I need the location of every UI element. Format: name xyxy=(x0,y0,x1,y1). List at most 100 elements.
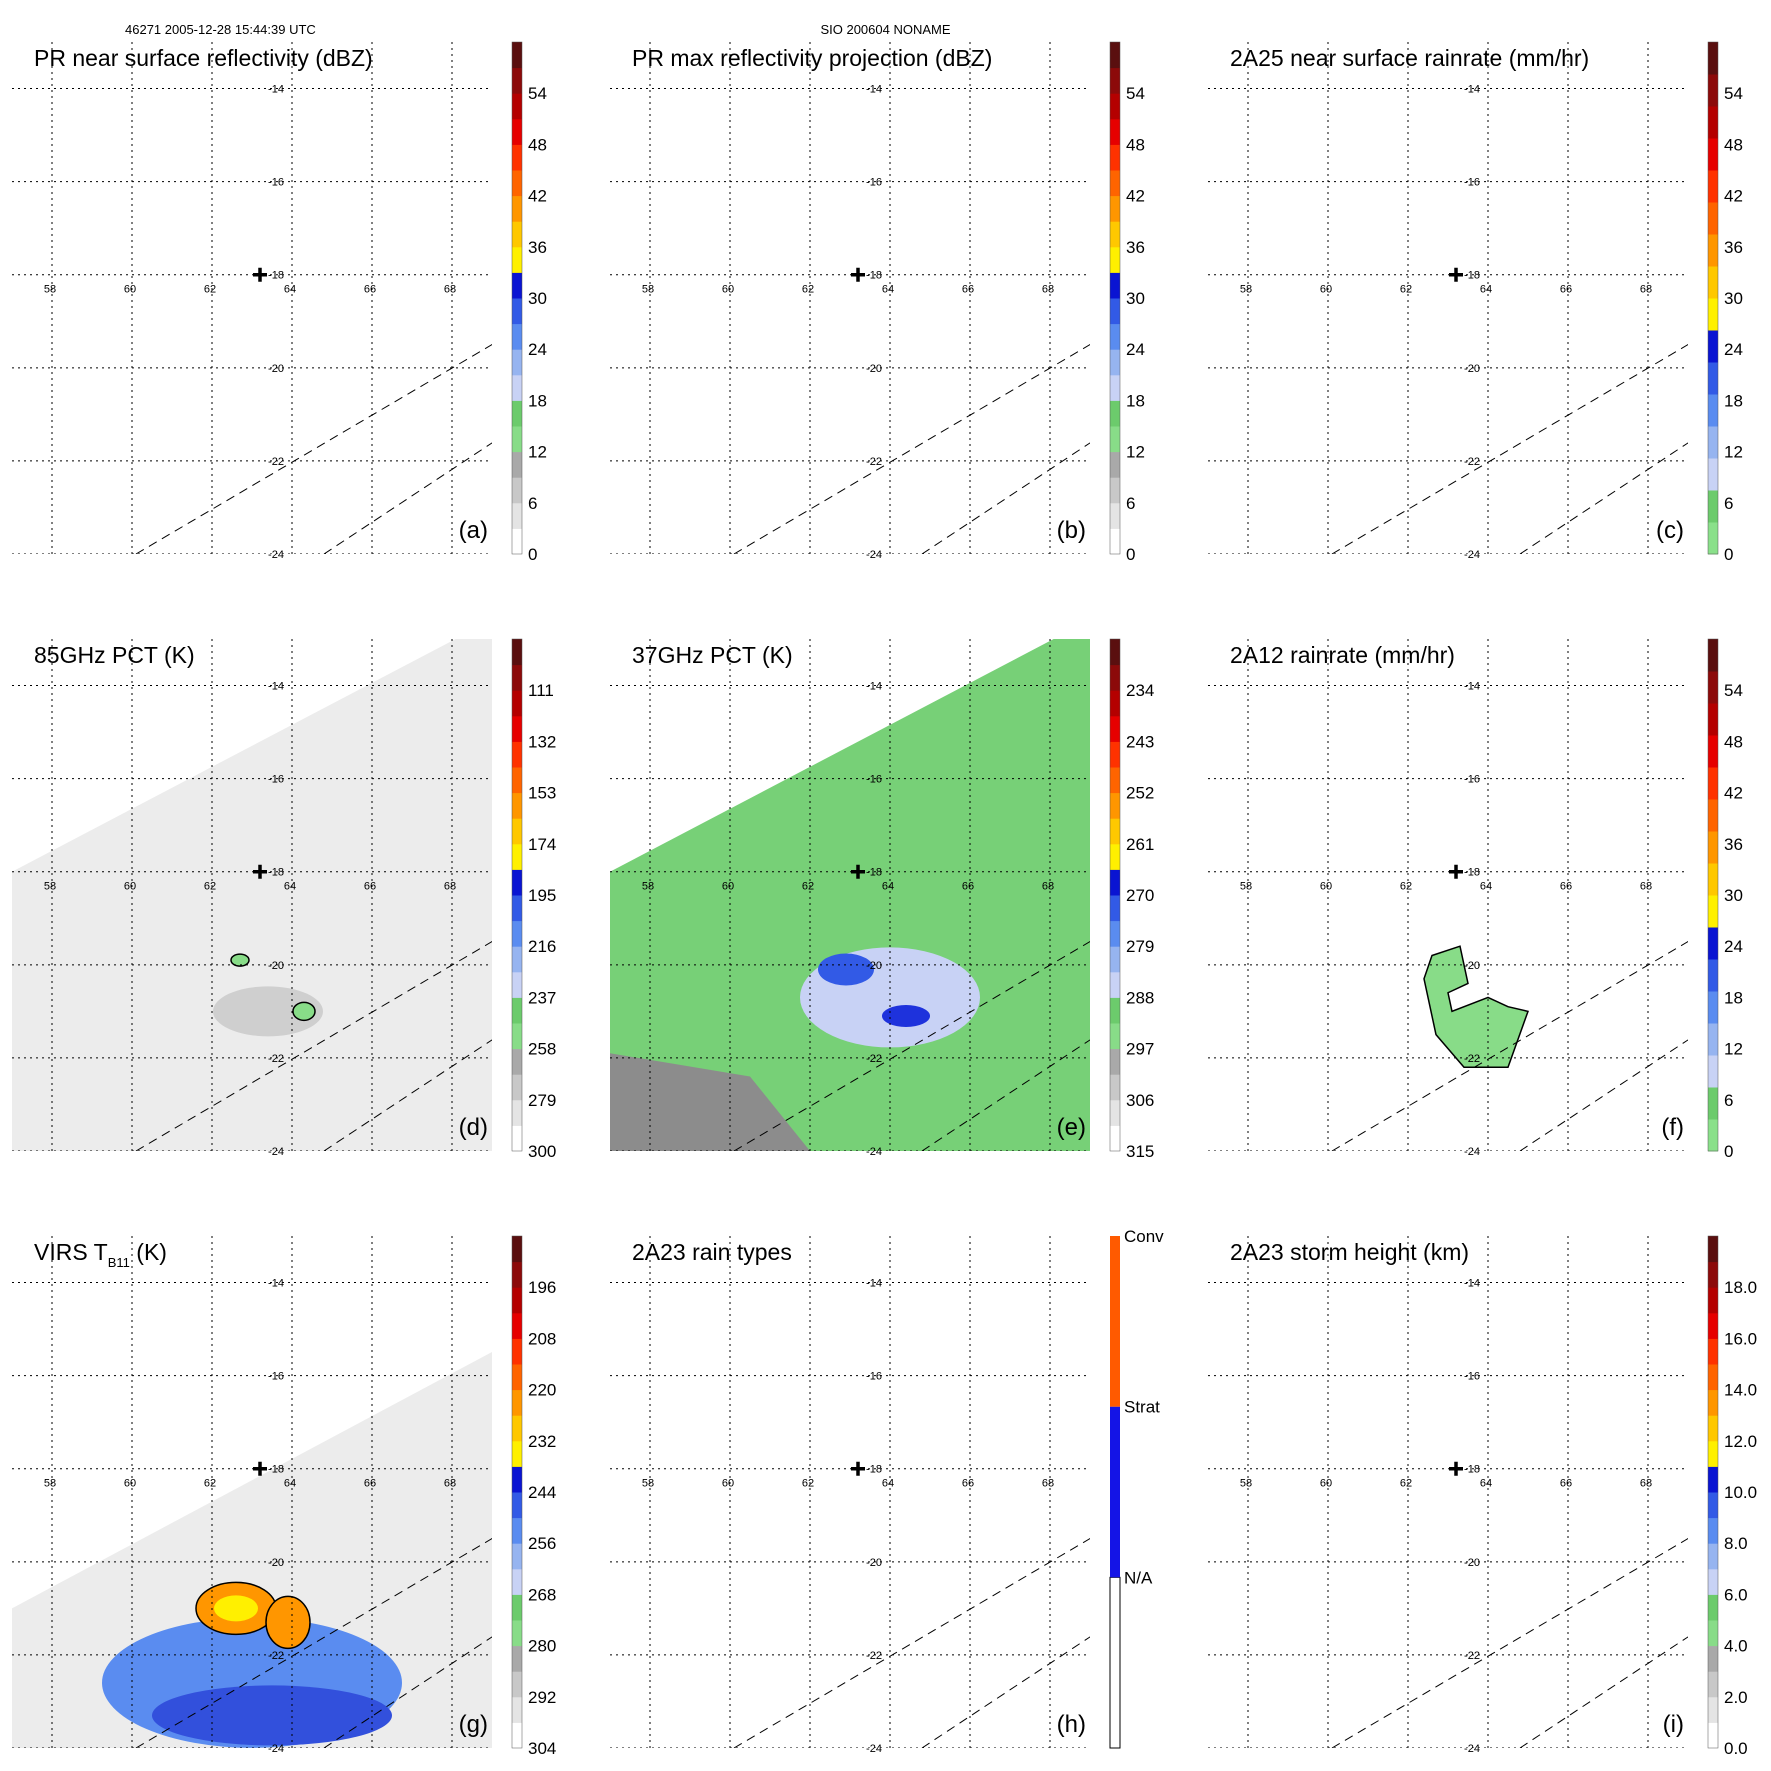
colorbar-segment xyxy=(1708,458,1718,491)
lon-label: 60 xyxy=(722,284,734,296)
colorbar-segment xyxy=(512,170,522,197)
colorbar-tick-label: 24 xyxy=(1724,937,1743,956)
pr-swath-edge xyxy=(921,1039,1090,1151)
colorbar-tick-label: 6 xyxy=(1724,1091,1733,1110)
lon-label: 64 xyxy=(1480,284,1492,296)
colorbar-segment xyxy=(512,426,522,453)
colorbar-tick-label: 216 xyxy=(528,937,556,956)
colorbar-segment xyxy=(1708,1364,1718,1391)
colorbar-segment xyxy=(512,42,522,69)
lat-label: -14 xyxy=(1464,681,1480,693)
colorbar-tick-label: 0.0 xyxy=(1724,1739,1748,1758)
colorbar-segment xyxy=(512,792,522,819)
colorbar-segment xyxy=(1110,843,1120,870)
colorbar-segment xyxy=(1110,1236,1120,1407)
plot-area xyxy=(1208,42,1688,554)
colorbar-tick-label: 36 xyxy=(1724,835,1743,854)
colorbar-segment xyxy=(1708,106,1718,139)
lat-label: -24 xyxy=(1464,549,1480,561)
pr-swath-edge xyxy=(1519,1039,1688,1151)
lon-label: 66 xyxy=(364,1478,376,1490)
panel-label: (a) xyxy=(459,517,488,544)
colorbar-segment xyxy=(1110,869,1120,896)
scattering-core xyxy=(292,1001,316,1022)
colorbar-tick-label: 234 xyxy=(1126,681,1154,700)
plot-area xyxy=(12,639,492,1151)
colorbar-segment xyxy=(1110,715,1120,742)
storm-name: SIO 200604 NONAME xyxy=(820,22,951,37)
lon-label: 58 xyxy=(642,881,654,893)
colorbar-segment xyxy=(1110,528,1120,555)
colorbar-segment xyxy=(1110,170,1120,197)
colorbar-segment xyxy=(1110,349,1120,376)
colorbar-segment xyxy=(1708,831,1718,864)
colorbar-tick-label: 42 xyxy=(528,187,547,206)
pr-swath-edge xyxy=(323,442,492,554)
lon-label: 64 xyxy=(882,881,894,893)
lat-label: -14 xyxy=(268,84,284,96)
warm-region xyxy=(610,1053,810,1151)
colorbar-segment xyxy=(1708,522,1718,555)
colorbar-segment xyxy=(1708,1415,1718,1442)
colorbar-segment xyxy=(512,349,522,376)
colorbar-segment xyxy=(1708,799,1718,832)
lon-label: 62 xyxy=(204,881,216,893)
colorbar-segment xyxy=(512,1543,522,1570)
lon-label: 64 xyxy=(882,284,894,296)
colorbar-segment xyxy=(1708,330,1718,363)
storm-center-marker xyxy=(851,1461,865,1476)
colorbar-tick-label: 280 xyxy=(528,1637,556,1656)
colorbar-segment xyxy=(1708,298,1718,331)
colorbar-segment xyxy=(1110,1125,1120,1152)
colorbar-segment xyxy=(1110,323,1120,350)
lat-label: -22 xyxy=(1464,1053,1480,1065)
lat-label: -18 xyxy=(1464,270,1480,282)
lon-label: 64 xyxy=(1480,881,1492,893)
colorbar-segment xyxy=(1109,1576,1121,1749)
colorbar-segment xyxy=(512,528,522,555)
colorbar-tick-label: 24 xyxy=(1724,340,1743,359)
lat-label: -16 xyxy=(1464,774,1480,786)
colorbar: 54 48 42 36 30 24 18 12 6 0 xyxy=(1109,41,1145,564)
pr-swath-edge xyxy=(135,1538,492,1748)
lon-label: 66 xyxy=(1560,284,1572,296)
lat-label: -20 xyxy=(866,1557,882,1569)
colorbar-segment xyxy=(1708,767,1718,800)
colorbar-segment xyxy=(1708,735,1718,768)
lat-label: -18 xyxy=(268,1464,284,1476)
lat-label: -14 xyxy=(1464,84,1480,96)
panel-h: 58 60 62 64 66 68 -14 -16 -18 -20 -22 -24 2A23 rain … xyxy=(610,1227,1164,1755)
colorbar-tick-label: 220 xyxy=(528,1381,556,1400)
lon-label: 60 xyxy=(1320,1478,1332,1490)
colorbar-segment xyxy=(512,118,522,145)
colorbar-segment xyxy=(512,767,522,794)
colorbar-segment xyxy=(512,1236,522,1263)
colorbar-segment xyxy=(1708,74,1718,107)
colorbar-tick-label: 243 xyxy=(1126,732,1154,751)
colorbar-tick-label: 8.0 xyxy=(1724,1534,1748,1553)
colorbar-tick-label: 30 xyxy=(528,289,547,308)
colorbar-tick-label: 54 xyxy=(1724,681,1743,700)
colorbar-tick-label: 24 xyxy=(1126,340,1145,359)
colorbar-segment xyxy=(512,920,522,947)
lat-label: -22 xyxy=(866,1053,882,1065)
lon-label: 58 xyxy=(1240,881,1252,893)
colorbar-segment xyxy=(1110,400,1120,427)
colorbar-segment xyxy=(1110,997,1120,1024)
pr-swath-edge xyxy=(733,1538,1090,1748)
colorbar-tick-label: 12 xyxy=(1724,1040,1743,1059)
colorbar-tick-label: 268 xyxy=(528,1585,556,1604)
colorbar-segment xyxy=(512,1696,522,1723)
cold-cloud-top xyxy=(265,1595,311,1650)
lon-label: 60 xyxy=(124,881,136,893)
colorbar-segment xyxy=(1110,741,1120,768)
colorbar: 54 48 42 36 30 24 18 12 6 0 xyxy=(1707,638,1743,1161)
colorbar-tick-label: 10.0 xyxy=(1724,1483,1757,1502)
colorbar-tick-label: 4.0 xyxy=(1724,1637,1748,1656)
colorbar-tick-label: 54 xyxy=(1724,84,1743,103)
colorbar: Conv Strat N/A xyxy=(1109,1227,1164,1749)
colorbar-tick-label: 48 xyxy=(528,135,547,154)
colorbar-segment xyxy=(1110,298,1120,325)
